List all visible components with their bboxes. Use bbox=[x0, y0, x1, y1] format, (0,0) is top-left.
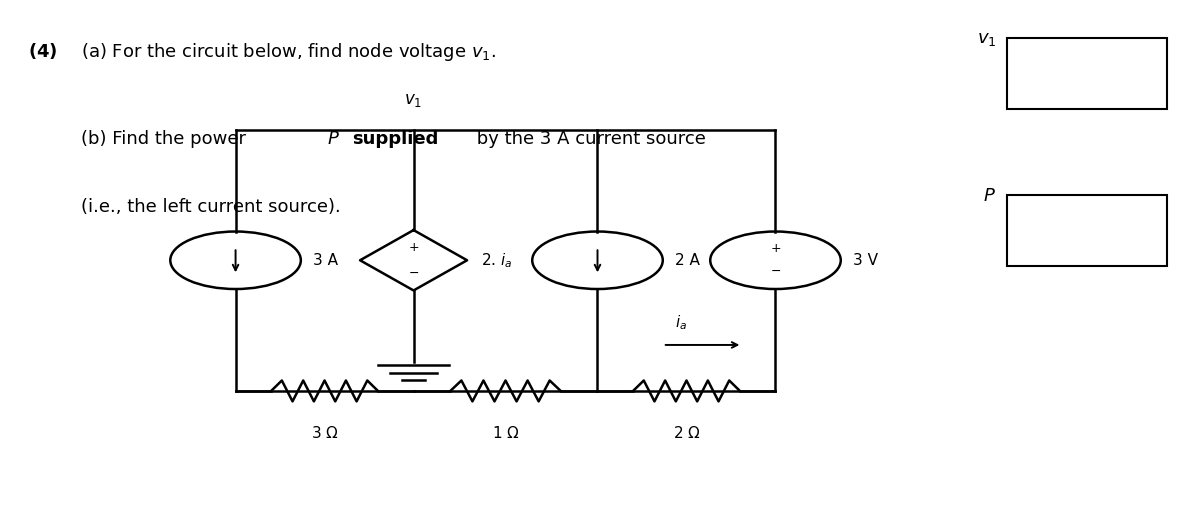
Bar bbox=[1007, 195, 1168, 266]
Text: by the 3 A current source: by the 3 A current source bbox=[471, 130, 705, 148]
Text: $v_1$: $v_1$ bbox=[404, 91, 423, 109]
Text: −: − bbox=[771, 266, 780, 278]
Text: $v_1$: $v_1$ bbox=[976, 30, 997, 48]
Text: 2 $\Omega$: 2 $\Omega$ bbox=[673, 425, 700, 441]
Text: +: + bbox=[771, 242, 780, 255]
Text: 2. $i_a$: 2. $i_a$ bbox=[482, 251, 513, 270]
Text: 3 V: 3 V bbox=[853, 253, 877, 268]
Text: +: + bbox=[409, 241, 419, 254]
Text: $i_a$: $i_a$ bbox=[674, 313, 687, 332]
Text: (a) For the circuit below, find node voltage $v_1$.: (a) For the circuit below, find node vol… bbox=[81, 41, 496, 63]
Text: (i.e., the left current source).: (i.e., the left current source). bbox=[81, 198, 341, 216]
Text: (b) Find the power: (b) Find the power bbox=[81, 130, 252, 148]
Text: 1 $\Omega$: 1 $\Omega$ bbox=[491, 425, 520, 441]
Text: −: − bbox=[409, 267, 418, 279]
Text: $\bf{(4)}$: $\bf{(4)}$ bbox=[27, 41, 57, 61]
Text: $P$: $P$ bbox=[327, 130, 339, 148]
Text: 3 $\Omega$: 3 $\Omega$ bbox=[311, 425, 338, 441]
Text: 3 A: 3 A bbox=[313, 253, 338, 268]
Text: $P$: $P$ bbox=[983, 187, 997, 205]
Bar bbox=[1007, 38, 1168, 109]
Text: 2 A: 2 A bbox=[675, 253, 699, 268]
Text: supplied: supplied bbox=[351, 130, 439, 148]
